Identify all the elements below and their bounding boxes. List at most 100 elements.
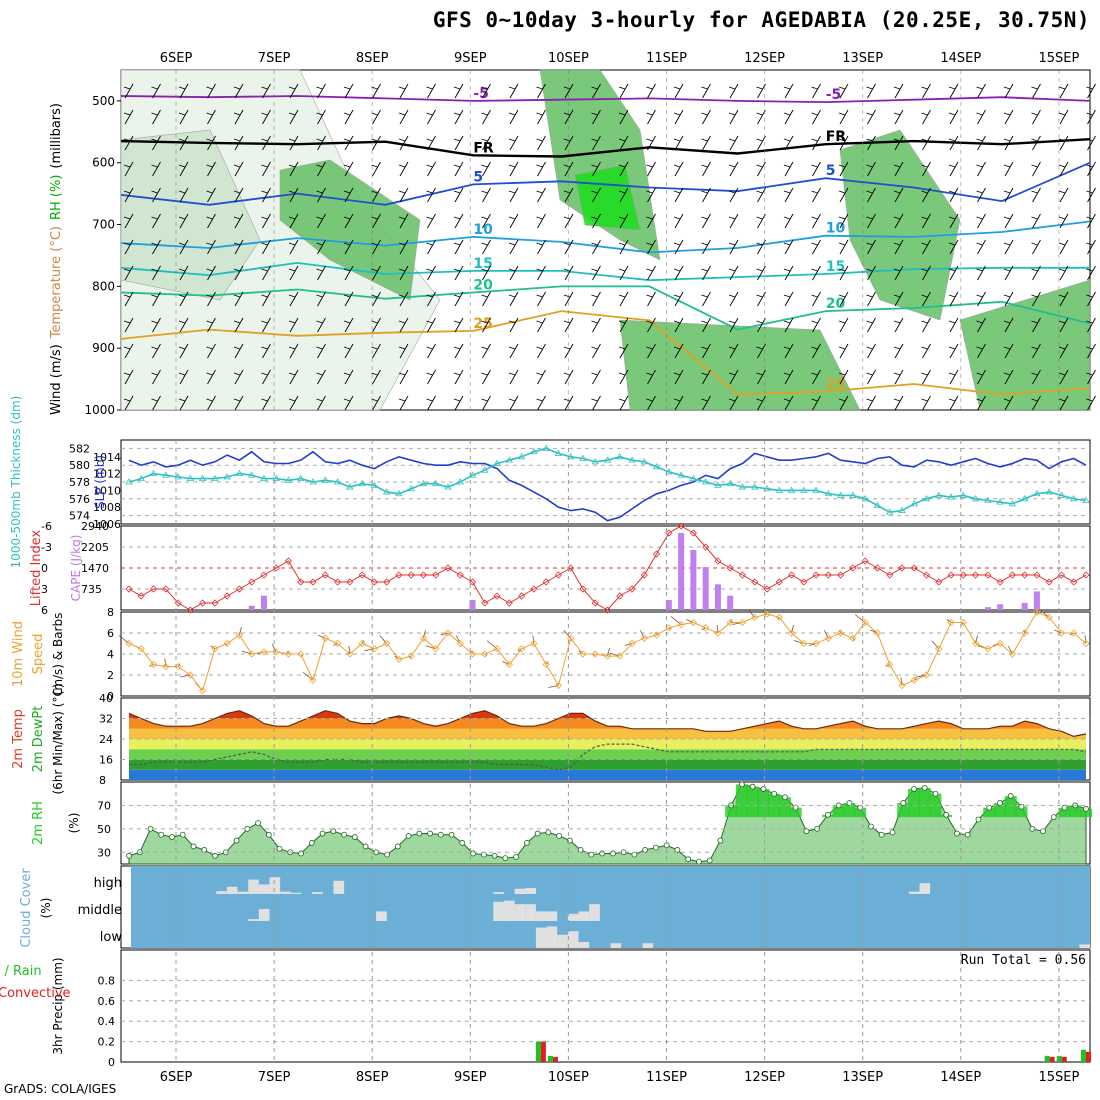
panel-frame-precip [120, 949, 1091, 1063]
wind-barb [728, 187, 739, 203]
wind-barb [728, 239, 739, 255]
rh2m-high [725, 805, 738, 818]
rh2m-point [846, 800, 853, 806]
y-tick-label: 3 [41, 583, 48, 596]
stability-panel: -6 -3 0 3 6 735 1470 2205 2940 [41, 520, 1090, 617]
wind-barb [838, 395, 849, 411]
lifted-index-point [579, 585, 587, 593]
wind-speed-point [861, 618, 869, 627]
wind-barb [1003, 213, 1014, 229]
wind-barb [921, 239, 931, 255]
wind-barb [1003, 291, 1014, 307]
wind-barb [508, 239, 519, 255]
wind-barb [591, 369, 601, 385]
wind-barb [921, 317, 931, 333]
rh-shade [839, 129, 961, 321]
wind-barb [893, 135, 904, 151]
y-tick-label: 600 [92, 156, 115, 170]
wind-barb [178, 161, 189, 177]
isotherm-line [120, 220, 1091, 254]
y-tick-label: 1008 [93, 501, 121, 514]
wind-barb [701, 265, 711, 281]
wind-barb [316, 265, 326, 281]
lifted-index-point [162, 585, 170, 593]
y-tick-label: 30 [97, 846, 111, 859]
thickness-point [1033, 489, 1041, 497]
lifted-index-point [922, 571, 931, 579]
wind-barb [481, 265, 491, 281]
wind-barb [178, 83, 189, 99]
wind-barb [811, 265, 821, 281]
wind-barb [811, 161, 821, 177]
wind-barb [453, 265, 464, 281]
wind-barb [271, 643, 277, 653]
lifted-index-point [272, 564, 280, 572]
cloud-bar [216, 891, 227, 894]
wind-barb [838, 109, 849, 125]
wind-barb [823, 630, 829, 639]
wind-barb [206, 317, 216, 333]
wind-speed-point [370, 645, 378, 653]
thickness-point [751, 483, 759, 490]
wind-barb [591, 83, 601, 99]
wind-barb [178, 369, 189, 385]
wind-barb [316, 213, 326, 229]
lifted-index-point [714, 557, 722, 565]
wind-barb [563, 239, 574, 255]
cloud-panel: high middle low [78, 866, 1090, 948]
wind-barb [728, 135, 739, 151]
wind-barb [1003, 161, 1014, 177]
wind-barb [701, 213, 711, 229]
y-tick-label: 6 [107, 627, 114, 640]
wind-barb [866, 343, 876, 359]
wind-barb [591, 161, 601, 177]
wind-barb [921, 343, 931, 359]
wind-barb [1058, 369, 1069, 385]
wind-barb [261, 187, 271, 203]
wind-barb [481, 135, 491, 151]
ylabel-part: Temperature (°C) [49, 226, 64, 339]
wind-barb [893, 265, 904, 281]
date-label-top: 6SEP [160, 51, 193, 66]
wind-barb [536, 265, 546, 281]
lifted-index-point [481, 599, 489, 607]
wind-speed-point [137, 645, 145, 653]
wind-barb [1086, 83, 1096, 99]
rh2m-high [1069, 805, 1082, 818]
wind-barb [398, 135, 409, 151]
y-tick-label: 2 [107, 669, 114, 682]
temp-line [128, 710, 1087, 738]
thickness-point [260, 474, 268, 482]
lifted-index-point [984, 571, 992, 579]
wind-barb [948, 109, 959, 125]
wind-barb [536, 395, 546, 411]
wind-barb [123, 291, 134, 307]
wind-barb [180, 674, 191, 678]
y-tick-label: 0.8 [98, 974, 116, 987]
wind-barb [536, 343, 546, 359]
thickness-point [162, 471, 170, 478]
cloud-ylabel: Cloud Cover [19, 868, 34, 948]
wind-barb [976, 213, 986, 229]
wind-barb [233, 213, 244, 229]
wind-barb [481, 395, 491, 411]
lifted-index-point [530, 585, 538, 593]
y-tick-label: 50 [97, 823, 111, 836]
wind-barb [866, 109, 876, 125]
wind-barb [646, 265, 656, 281]
thickness-point [468, 471, 477, 478]
lifted-index-point [640, 571, 648, 579]
wind-barb [398, 213, 409, 229]
date-label-bottom: 7SEP [258, 1070, 291, 1085]
wind-barb [866, 135, 876, 151]
cloud-bar [546, 911, 558, 921]
wind-speed-point [996, 639, 1004, 648]
wind-barb [123, 317, 134, 333]
wind-barb [371, 135, 381, 151]
wind-barb [123, 213, 134, 229]
wind-barb [728, 83, 739, 99]
wind-barb [508, 343, 519, 359]
wind-barb [591, 317, 601, 333]
rh2m-point [792, 804, 799, 811]
lifted-index-point [137, 592, 145, 600]
